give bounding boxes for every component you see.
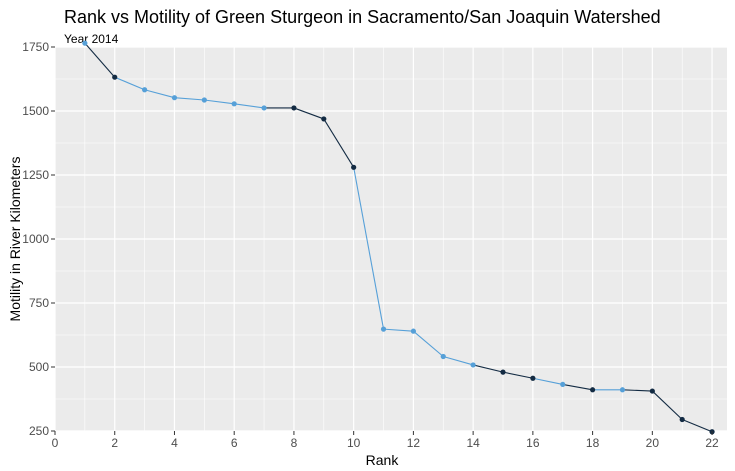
line-segment	[204, 99, 235, 105]
x-tick-label: 20	[646, 436, 660, 450]
line-segment	[502, 371, 533, 379]
line-segment	[84, 42, 116, 78]
data-point	[291, 105, 297, 111]
line-segment	[681, 418, 713, 433]
line-segment	[651, 390, 683, 420]
major-gridlines	[54, 46, 727, 432]
data-point	[321, 116, 327, 122]
data-point	[351, 164, 357, 170]
x-tick-label: 4	[171, 436, 178, 450]
line-segment	[413, 330, 444, 357]
line-segment	[473, 364, 504, 373]
y-tick-label: 1750	[22, 40, 49, 54]
data-point	[560, 381, 566, 388]
data-line	[84, 42, 713, 433]
data-point	[410, 328, 416, 334]
y-tick-label: 500	[29, 360, 49, 374]
data-point	[440, 353, 446, 360]
line-segment	[234, 103, 265, 109]
data-point	[82, 40, 88, 46]
data-point	[171, 95, 178, 101]
x-tick-label: 0	[52, 436, 59, 450]
data-point	[470, 362, 476, 368]
data-point	[649, 388, 655, 394]
y-axis-title: Motility in River Kilometers	[7, 157, 23, 322]
x-tick-label: 10	[347, 436, 361, 450]
line-segment	[443, 355, 474, 366]
data-point	[500, 369, 506, 375]
data-points	[82, 40, 715, 435]
x-tick-label: 22	[705, 436, 719, 450]
x-tick-label: 8	[291, 436, 298, 450]
x-tick-label: 18	[586, 436, 600, 450]
x-tick-label: 12	[407, 436, 421, 450]
data-point	[619, 387, 626, 393]
line-segment	[383, 328, 414, 332]
line-segment	[562, 383, 593, 391]
x-tick-label: 16	[526, 436, 540, 450]
x-tick-label: 6	[231, 436, 238, 450]
data-point	[679, 416, 685, 423]
line-segment	[293, 107, 324, 120]
data-point	[231, 101, 237, 107]
data-point	[142, 87, 148, 93]
line-segment	[144, 89, 175, 99]
data-point	[590, 387, 596, 393]
line-segment	[353, 167, 385, 330]
y-tick-label: 250	[29, 424, 49, 438]
data-point	[530, 375, 536, 381]
data-point	[261, 105, 267, 111]
line-segment	[622, 389, 653, 392]
line-segment	[114, 76, 145, 91]
chart-title: Rank vs Motility of Green Sturgeon in Sa…	[64, 7, 661, 27]
line-segment	[174, 97, 205, 101]
data-point	[112, 74, 118, 80]
x-tick-label: 14	[466, 436, 480, 450]
data-point	[380, 326, 387, 332]
y-tick-label: 1500	[22, 104, 49, 118]
y-axis-ticks: 250 500 750 1000 1250 1500 1750	[22, 40, 55, 438]
y-tick-label: 1250	[22, 168, 49, 182]
chart-subtitle: Year 2014	[64, 32, 119, 46]
data-point	[201, 97, 207, 103]
y-tick-label: 750	[29, 296, 49, 310]
y-tick-label: 1000	[22, 232, 49, 246]
line-segment	[532, 377, 563, 385]
line-segment	[323, 118, 355, 168]
x-axis-ticks: 0 2 4 6 8 10 12 14 16 18 20 22	[52, 431, 719, 450]
x-tick-label: 2	[111, 436, 118, 450]
x-axis-title: Rank	[366, 452, 400, 468]
